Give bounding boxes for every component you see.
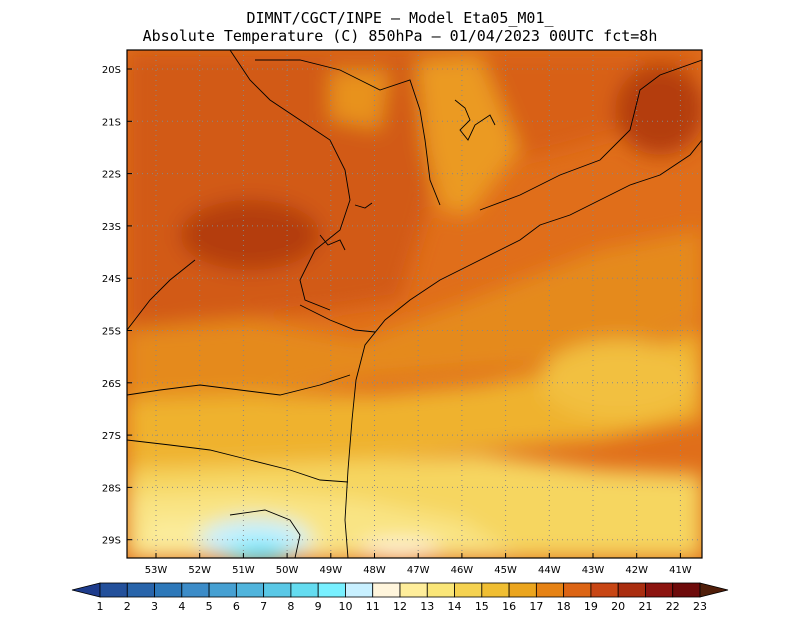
colorbar-label: 14 [448,600,462,613]
lon-label: 45W [494,565,517,576]
colorbar-label: 15 [475,600,489,613]
lon-label: 49W [319,565,342,576]
lat-label: 21S [102,117,121,128]
colorbar-swatch [454,582,483,598]
colorbar-label: 1 [97,600,104,613]
colorbar-swatch [481,582,510,598]
colorbar-label: 19 [584,600,598,613]
colorbar-label: 13 [420,600,434,613]
colorbar-swatch [290,582,319,598]
lon-label: 46W [451,565,474,576]
colorbar-label: 17 [529,600,543,613]
lon-label: 53W [145,565,168,576]
colorbar-swatch [208,582,237,598]
colorbar-swatch [617,582,646,598]
gridlines [127,50,702,558]
colorbar-swatch [399,582,428,598]
lon-label: 47W [407,565,430,576]
colorbar-swatch [590,582,619,598]
colorbar-label: 10 [338,600,352,613]
colorbar-swatch [154,582,183,598]
colorbar-swatch [645,582,674,598]
colorbar-label: 2 [124,600,131,613]
colorbar-swatch [345,582,374,598]
lat-label: 27S [102,431,121,442]
colorbar-label: 3 [151,600,158,613]
colorbar: 1 2 3 4 5 6 7 8 9 10 11 12 13 14 15 16 17 18 19 20 21 22 23 [71,582,729,613]
colorbar-swatch [563,582,592,598]
colorbar-high-arrow [699,582,729,598]
colorbar-swatch [535,582,565,598]
map-title-line-1: DIMNT/CGCT/INPE — Model Eta05_M01_ [246,9,554,27]
lon-label: 52W [188,565,211,576]
colorbar-label: 20 [611,600,625,613]
lat-label: 20S [102,65,121,76]
colorbar-label: 22 [666,600,680,613]
political-boundaries [127,50,702,558]
colorbar-label: 7 [260,600,267,613]
lat-label: 23S [102,222,121,233]
lat-label: 25S [102,327,121,338]
colorbar-low-arrow [71,582,101,598]
colorbar-swatch [263,582,292,598]
colorbar-swatch [426,582,455,598]
colorbar-label: 21 [638,600,652,613]
colorbar-swatch [317,582,346,598]
lon-label: 44W [538,565,561,576]
colorbar-swatch [672,582,701,598]
map-frame [126,49,703,559]
colorbar-swatch [99,582,128,598]
colorbar-label: 16 [502,600,516,613]
colorbar-label: 23 [693,600,707,613]
colorbar-label: 4 [178,600,185,613]
lon-label: 50W [276,565,299,576]
lat-label: 22S [102,170,121,181]
lat-label: 26S [102,379,121,390]
lon-label: 43W [582,565,605,576]
colorbar-swatch [126,582,155,598]
colorbar-label: 6 [233,600,240,613]
colorbar-swatch [235,582,265,598]
colorbar-label: 12 [393,600,407,613]
lat-label: 28S [102,483,121,494]
colorbar-label: 9 [315,600,322,613]
colorbar-swatch [508,582,537,598]
temperature-field [127,50,702,558]
lon-label: 42W [625,565,648,576]
lat-label: 24S [102,274,121,285]
lon-label: 51W [232,565,255,576]
lon-label: 48W [363,565,386,576]
lon-label: 41W [669,565,692,576]
colorbar-label: 18 [557,600,571,613]
lat-label: 29S [102,536,121,547]
colorbar-label: 8 [287,600,294,613]
colorbar-swatch [372,582,401,598]
colorbar-label: 11 [366,600,380,613]
colorbar-label: 5 [206,600,213,613]
latitude-labels: 20S 21S 22S 23S 24S 25S 26S 27S 28S 29S [102,65,132,547]
longitude-labels: 53W 52W 51W 50W 49W 48W 47W 46W 45W 44W 43W 42W 41W [145,553,692,576]
colorbar-swatch [181,582,210,598]
map-title-line-2: Absolute Temperature (C) 850hPa — 01/04/… [142,27,658,45]
